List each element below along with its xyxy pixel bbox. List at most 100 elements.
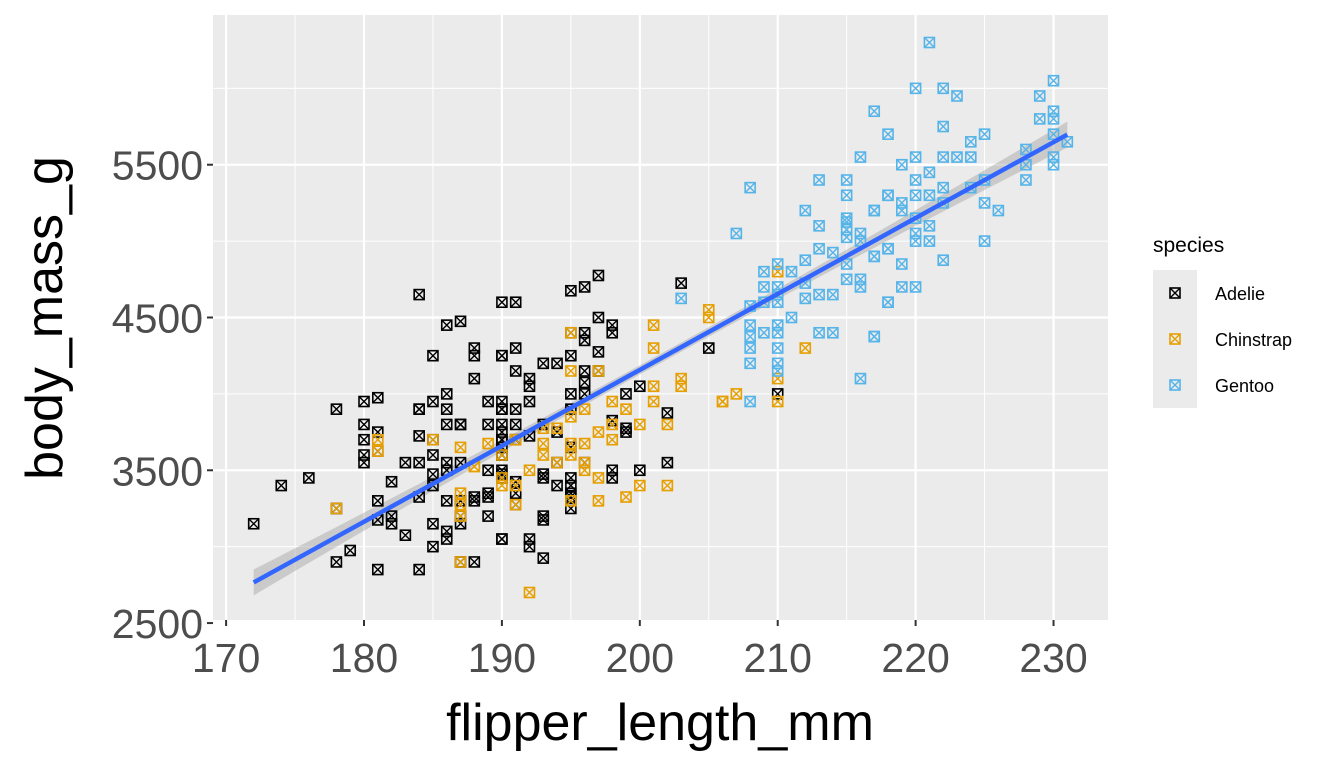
regression-line-group — [252, 132, 1069, 585]
point-chinstrap — [647, 380, 660, 393]
point-adelie — [565, 388, 577, 400]
square-x-marker-cross — [910, 151, 922, 163]
square-x-marker-cross — [841, 258, 853, 270]
square-x-marker-cross — [648, 319, 660, 331]
square-x-marker-box — [827, 246, 839, 259]
square-x-marker-box — [661, 456, 674, 469]
square-x-marker-box — [758, 265, 770, 278]
square-x-marker-box — [620, 491, 632, 503]
square-x-marker-box — [468, 556, 481, 568]
point-adelie — [565, 284, 577, 297]
square-x-marker-cross — [1048, 75, 1060, 87]
square-x-marker-box — [909, 212, 922, 224]
square-x-marker-box — [951, 90, 963, 102]
square-x-marker-cross — [868, 205, 880, 217]
square-x-marker-box — [771, 388, 784, 400]
square-x-marker-cross — [372, 445, 384, 457]
square-x-marker-cross — [648, 342, 660, 354]
square-x-marker-cross — [1169, 287, 1181, 299]
point-gentoo — [1020, 143, 1032, 156]
point-gentoo — [840, 258, 853, 270]
square-x-marker-box — [482, 418, 494, 431]
point-adelie — [399, 529, 412, 542]
square-x-marker-box — [730, 227, 743, 240]
square-x-marker-box — [509, 365, 522, 377]
square-x-marker-cross — [744, 319, 756, 331]
square-x-marker-cross — [703, 342, 715, 354]
square-x-marker-cross — [896, 159, 908, 171]
square-x-marker-box — [496, 472, 508, 484]
point-gentoo — [868, 204, 881, 217]
square-x-marker-box — [468, 372, 481, 385]
square-x-marker-box — [413, 563, 425, 576]
point-adelie — [496, 296, 508, 309]
x-tick-label: 220 — [881, 635, 949, 681]
square-x-marker-cross — [441, 319, 453, 331]
square-x-marker-box — [744, 330, 756, 343]
point-adelie — [440, 319, 453, 331]
square-x-marker-box — [454, 498, 467, 511]
square-x-marker-cross — [661, 457, 673, 469]
legend-item-adelie: Adelie — [1153, 270, 1265, 316]
square-x-marker-box — [854, 227, 867, 240]
square-x-marker-box — [358, 456, 370, 469]
square-x-marker-box — [813, 242, 825, 255]
square-x-marker-box — [509, 479, 522, 492]
square-x-marker-cross — [592, 269, 604, 281]
x-tick-label: 230 — [1019, 635, 1087, 681]
point-adelie — [606, 319, 619, 331]
point-chinstrap — [771, 395, 784, 408]
square-x-marker-box — [565, 284, 577, 297]
square-x-marker-box — [868, 330, 881, 343]
point-chinstrap — [661, 418, 674, 431]
point-adelie — [482, 491, 494, 503]
point-adelie — [592, 269, 605, 282]
square-x-marker-cross — [344, 544, 356, 556]
square-x-marker-cross — [606, 472, 618, 484]
square-x-marker-box — [427, 395, 439, 408]
square-x-marker-cross — [413, 289, 425, 301]
square-x-marker-box — [440, 495, 453, 507]
square-x-marker-box — [661, 479, 674, 492]
square-x-marker-box — [896, 204, 908, 217]
square-x-marker-box — [620, 422, 632, 435]
square-x-marker-box — [896, 158, 908, 171]
point-gentoo — [771, 258, 784, 270]
square-x-marker-cross — [882, 296, 894, 308]
y-tick-label: 5500 — [112, 143, 203, 189]
point-adelie — [702, 342, 715, 354]
square-x-marker-cross — [1020, 174, 1032, 186]
square-x-marker-box — [702, 304, 715, 316]
point-gentoo — [868, 250, 881, 263]
square-x-marker-cross — [510, 342, 522, 354]
square-x-marker-cross — [979, 128, 991, 140]
square-x-marker-box — [813, 174, 825, 186]
point-adelie — [578, 376, 591, 389]
square-x-marker-cross — [910, 174, 922, 186]
point-adelie — [440, 533, 453, 545]
square-x-marker-cross — [841, 212, 853, 224]
square-x-marker-box — [1047, 128, 1060, 140]
square-x-marker-box — [509, 487, 522, 499]
point-adelie — [537, 468, 550, 480]
square-x-marker-box — [771, 365, 784, 377]
point-adelie — [358, 433, 370, 446]
square-x-marker-cross — [634, 380, 646, 392]
square-x-marker-cross — [427, 350, 439, 362]
point-adelie — [468, 349, 481, 362]
square-x-marker-cross — [358, 434, 370, 446]
point-chinstrap — [454, 510, 467, 522]
square-x-marker-box — [840, 223, 853, 236]
point-chinstrap — [592, 495, 605, 507]
square-x-marker-cross — [441, 403, 453, 415]
square-x-marker-cross — [592, 346, 604, 358]
square-x-marker-box — [923, 166, 936, 179]
point-adelie — [427, 349, 439, 362]
square-x-marker-cross — [923, 220, 935, 232]
point-adelie — [413, 456, 425, 469]
square-x-marker-cross — [427, 518, 439, 530]
point-gentoo — [771, 365, 784, 377]
square-x-marker-box — [496, 296, 508, 309]
point-gentoo — [771, 326, 784, 339]
